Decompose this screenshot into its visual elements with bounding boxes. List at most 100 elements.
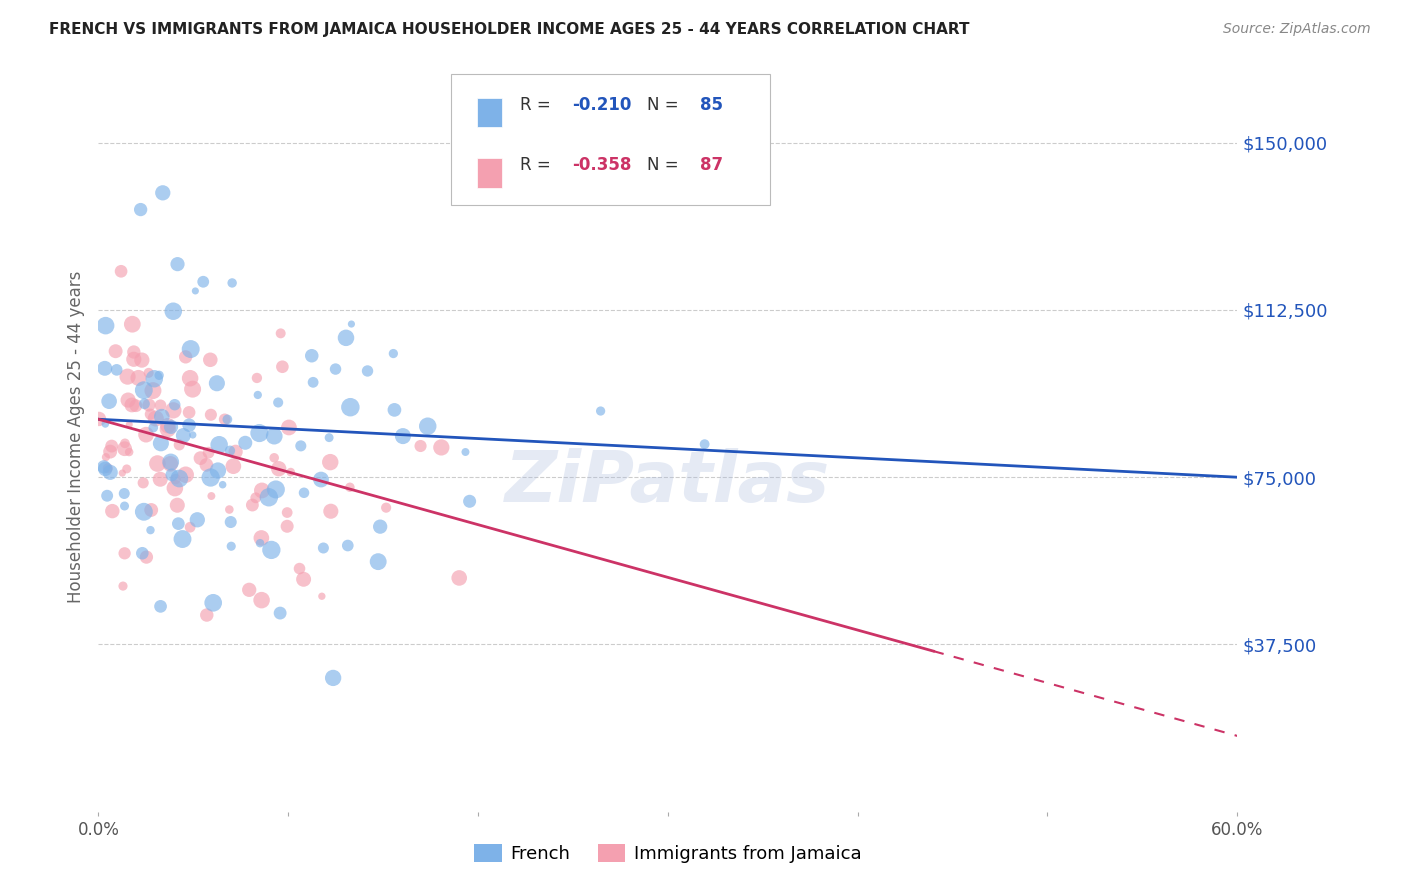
Point	[98, 466, 121, 480]
Point	[238, 582, 260, 597]
Point	[302, 376, 325, 390]
Point	[257, 490, 280, 504]
Text: Source: ZipAtlas.com: Source: ZipAtlas.com	[1223, 22, 1371, 37]
Point	[131, 353, 153, 368]
Point	[121, 317, 143, 331]
Point	[121, 398, 143, 412]
Point	[260, 542, 283, 557]
Point	[94, 462, 117, 476]
Text: R =: R =	[520, 95, 555, 113]
Point	[211, 477, 233, 491]
Text: ZiPatlas: ZiPatlas	[505, 448, 831, 516]
Point	[181, 428, 204, 442]
Point	[384, 403, 406, 417]
Point	[118, 445, 141, 459]
Point	[200, 408, 222, 422]
Point	[149, 599, 172, 614]
Point	[111, 579, 134, 593]
Point	[177, 405, 200, 419]
Point	[132, 475, 155, 490]
Text: FRENCH VS IMMIGRANTS FROM JAMAICA HOUSEHOLDER INCOME AGES 25 - 44 YEARS CORRELAT: FRENCH VS IMMIGRANTS FROM JAMAICA HOUSEH…	[49, 22, 970, 37]
Point	[222, 459, 245, 474]
Point	[277, 420, 299, 434]
Point	[233, 435, 256, 450]
Point	[129, 202, 152, 217]
Legend: French, Immigrants from Jamaica: French, Immigrants from Jamaica	[467, 837, 869, 870]
Point	[271, 359, 294, 374]
Point	[138, 398, 160, 412]
Point	[269, 606, 291, 620]
Point	[205, 376, 228, 391]
Point	[172, 532, 194, 546]
Point	[148, 368, 170, 383]
Point	[94, 417, 117, 431]
Point	[135, 550, 157, 565]
Point	[111, 466, 134, 480]
Point	[219, 515, 242, 529]
FancyBboxPatch shape	[451, 74, 770, 205]
Point	[165, 472, 187, 486]
Point	[122, 352, 145, 367]
Point	[122, 345, 145, 359]
Point	[149, 472, 172, 486]
Point	[179, 418, 201, 433]
Point	[270, 326, 292, 341]
Point	[159, 457, 181, 471]
Point	[186, 513, 208, 527]
Point	[382, 346, 405, 360]
Point	[131, 546, 153, 560]
Point	[135, 427, 157, 442]
Point	[150, 409, 173, 424]
Point	[114, 442, 136, 456]
Point	[693, 437, 716, 451]
Point	[141, 503, 163, 517]
Point	[184, 284, 207, 298]
Point	[430, 441, 453, 455]
Point	[98, 394, 121, 409]
Point	[276, 506, 298, 520]
Point	[115, 462, 138, 476]
Point	[166, 257, 188, 271]
Point	[280, 465, 302, 479]
Point	[219, 539, 242, 553]
Point	[105, 363, 128, 377]
Point	[218, 502, 240, 516]
Point	[142, 420, 165, 434]
Point	[87, 412, 110, 426]
Point	[208, 438, 231, 452]
Point	[127, 371, 149, 385]
Text: -0.210: -0.210	[572, 95, 631, 113]
Text: R =: R =	[520, 156, 555, 174]
Point	[97, 461, 120, 475]
Point	[288, 561, 311, 575]
Point	[160, 467, 183, 482]
Point	[117, 393, 139, 408]
Point	[114, 499, 136, 513]
Point	[312, 541, 335, 555]
Text: 85: 85	[700, 95, 723, 113]
Point	[146, 457, 169, 471]
Point	[160, 420, 183, 434]
Point	[96, 489, 118, 503]
Point	[110, 264, 132, 278]
Point	[100, 439, 122, 453]
Point	[142, 384, 165, 398]
Point	[263, 429, 285, 443]
Point	[94, 361, 117, 376]
Point	[149, 436, 172, 450]
Point	[114, 436, 136, 450]
Point	[246, 371, 269, 385]
Point	[145, 411, 167, 425]
Point	[125, 399, 148, 413]
Point	[458, 494, 481, 508]
Text: 87: 87	[700, 156, 723, 174]
Point	[114, 546, 136, 560]
Point	[143, 372, 166, 386]
Point	[301, 349, 323, 363]
Point	[221, 276, 243, 290]
Point	[200, 489, 222, 503]
Point	[169, 471, 191, 485]
Point	[242, 498, 264, 512]
Point	[250, 483, 273, 498]
Point	[163, 398, 186, 412]
